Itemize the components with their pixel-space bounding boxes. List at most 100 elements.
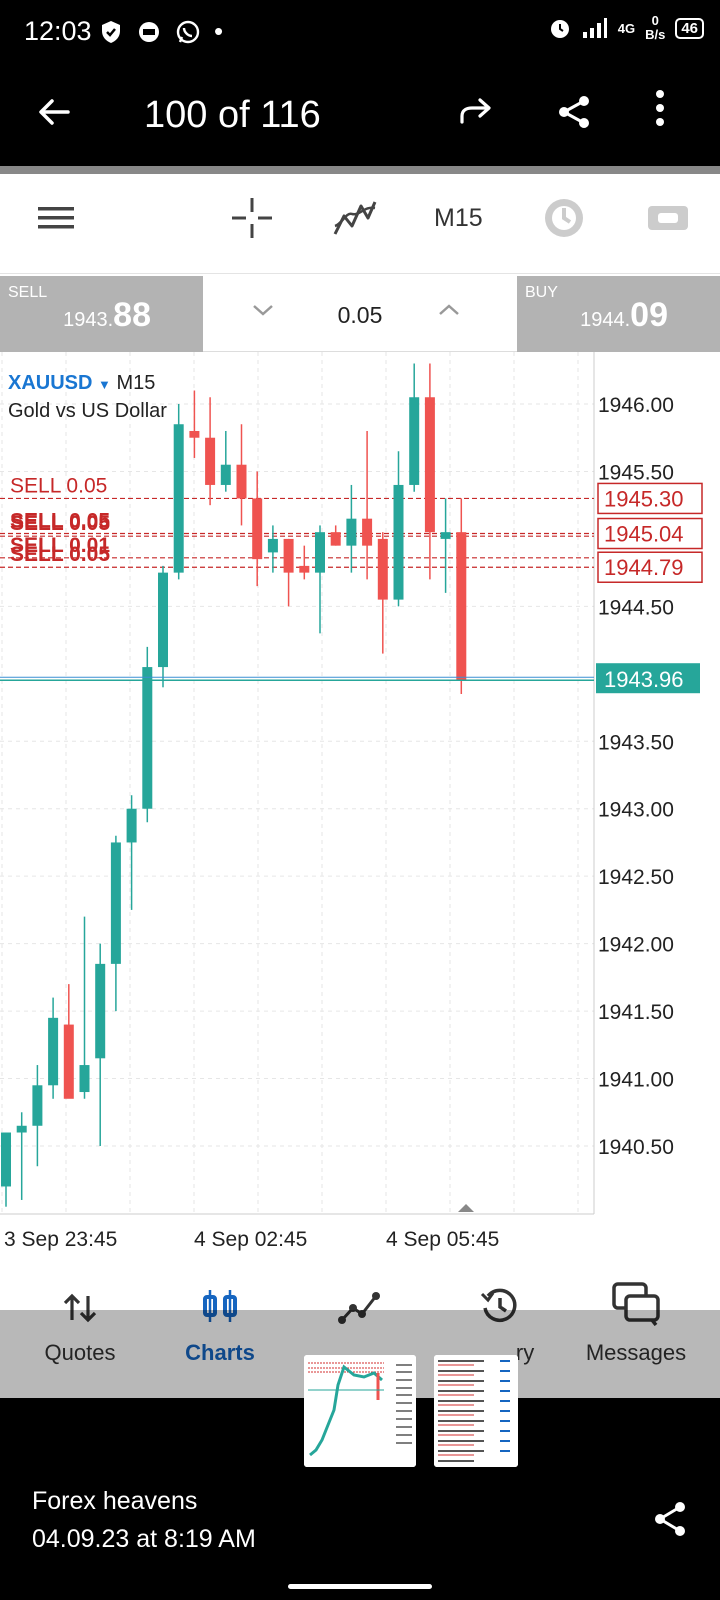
candle-body [158, 572, 168, 668]
y-tick-label: 1942.50 [598, 866, 674, 889]
candle-body [236, 464, 247, 499]
forward-icon[interactable] [458, 94, 494, 130]
nav-charts[interactable]: Charts [150, 1276, 290, 1366]
y-tick-label: 1943.00 [598, 799, 674, 822]
quotes-icon [63, 1293, 97, 1323]
thumbnail-next[interactable] [434, 1355, 518, 1467]
candle-body [377, 538, 388, 600]
shield-icon [102, 20, 120, 43]
candle-body [252, 498, 263, 560]
image-datetime: 04.09.23 at 8:19 AM [32, 1525, 256, 1553]
sell-price: 1943.88 [63, 296, 151, 335]
new-order-icon[interactable] [646, 196, 690, 240]
order-label: SELL 0.05 [10, 512, 110, 535]
chart-symbol[interactable]: XAUUSD ▼ M15 [8, 372, 155, 395]
nav-trade[interactable] [290, 1276, 430, 1326]
home-indicator[interactable] [288, 1584, 432, 1589]
divider [0, 166, 720, 174]
network-speed-unit: B/s [645, 27, 666, 42]
candle-body [267, 538, 278, 553]
nav-quotes[interactable]: Quotes [10, 1276, 150, 1366]
one-click-trading-panel: SELL 1943.88 0.05 BUY 1944.09 [0, 276, 720, 352]
buy-price: 1944.09 [580, 296, 668, 335]
x-tick-label: 4 Sep 05:45 [386, 1228, 499, 1251]
y-tick-label: 1944.50 [598, 596, 674, 619]
indicators-icon[interactable] [332, 196, 378, 240]
nav-label: History [430, 1340, 570, 1366]
candle-body [1, 1132, 11, 1187]
symbol-name: XAUUSD [8, 372, 93, 394]
history-icon [480, 1288, 517, 1323]
more-options-icon[interactable] [654, 88, 666, 128]
candle-body [173, 424, 184, 573]
nav-messages[interactable]: Messages [566, 1276, 706, 1366]
candle-body [205, 437, 216, 485]
candle-body [393, 484, 404, 600]
nav-history[interactable]: History [430, 1276, 570, 1366]
candle-body [220, 464, 231, 485]
candle-body [79, 1065, 90, 1093]
sell-price-big: 88 [113, 296, 151, 334]
candle-body [299, 565, 310, 573]
order-price-tag [597, 517, 703, 550]
order-price-tag-label: 1944.79 [604, 555, 684, 580]
buy-price-big: 09 [630, 296, 668, 334]
sell-button[interactable]: SELL 1943.88 [0, 276, 203, 352]
current-price-label: 1943.96 [604, 667, 684, 692]
candle-body [283, 538, 294, 573]
back-arrow-icon[interactable] [36, 94, 72, 130]
order-price-tag-label: 1945.30 [604, 486, 684, 511]
chart-timeframe: M15 [116, 372, 156, 394]
x-tick-label: 3 Sep 23:45 [4, 1228, 117, 1251]
thumbnail-image [304, 1355, 416, 1467]
candle-body [63, 1024, 74, 1099]
order-price-tag [597, 551, 703, 583]
candle-body [362, 518, 373, 546]
image-counter: 100 of 116 [144, 94, 321, 136]
messages-icon [612, 1282, 660, 1326]
scroll-marker-icon [458, 1204, 474, 1212]
chevron-down-icon[interactable] [251, 298, 275, 322]
lot-size-input[interactable]: 0.05 [337, 302, 383, 328]
status-notification-icons: • [100, 16, 223, 47]
candle-body [32, 1085, 43, 1126]
candle-body [424, 397, 435, 533]
charts-icon [203, 1290, 237, 1322]
nav-label: Messages [585, 1340, 687, 1365]
candle-body [48, 1017, 59, 1086]
thumbnail-current[interactable] [304, 1355, 416, 1467]
symbol-description: Gold vs US Dollar [8, 400, 167, 422]
signal-icon [582, 18, 607, 38]
candle-body [315, 532, 325, 573]
sell-price-main: 1943. [63, 309, 114, 331]
crosshair-icon[interactable] [230, 196, 274, 240]
candle-body [126, 808, 137, 843]
status-bar: 12:03 • 4G 0 B/s 46 [0, 0, 720, 66]
notification-dot-icon: • [214, 16, 224, 46]
timeframe-button[interactable]: M15 [434, 204, 483, 232]
clock-icon[interactable] [542, 196, 586, 240]
sell-label: SELL [8, 284, 48, 301]
network-speed-value: 0 [651, 13, 659, 28]
nav-label: Charts [185, 1340, 255, 1365]
y-tick-label: 1941.50 [598, 1001, 674, 1024]
share-icon[interactable] [556, 94, 592, 130]
candle-body [440, 532, 451, 539]
candle-body [189, 430, 200, 438]
chevron-up-icon[interactable] [437, 298, 461, 322]
order-label: SELL 0.01 [10, 534, 110, 557]
candle-body [409, 397, 420, 485]
network-type: 4G [617, 20, 636, 36]
order-label: SELL 0.05 [10, 474, 107, 497]
order-price-tag-label: 1945.04 [604, 522, 684, 547]
y-tick-label: 1941.00 [598, 1069, 674, 1092]
menu-icon[interactable] [36, 196, 76, 240]
candle-body [16, 1125, 27, 1133]
buy-button[interactable]: BUY 1944.09 [517, 276, 720, 352]
share-icon[interactable] [652, 1500, 688, 1538]
trade-icon [338, 1292, 380, 1324]
status-system-icons: 4G 0 B/s 46 [548, 14, 704, 42]
price-chart[interactable]: 1946.00 1945.50 1944.50 1943.50 1943.00 1942.… [0, 352, 720, 1276]
image-author: Forex heavens [32, 1487, 198, 1515]
candle-body [330, 532, 341, 546]
